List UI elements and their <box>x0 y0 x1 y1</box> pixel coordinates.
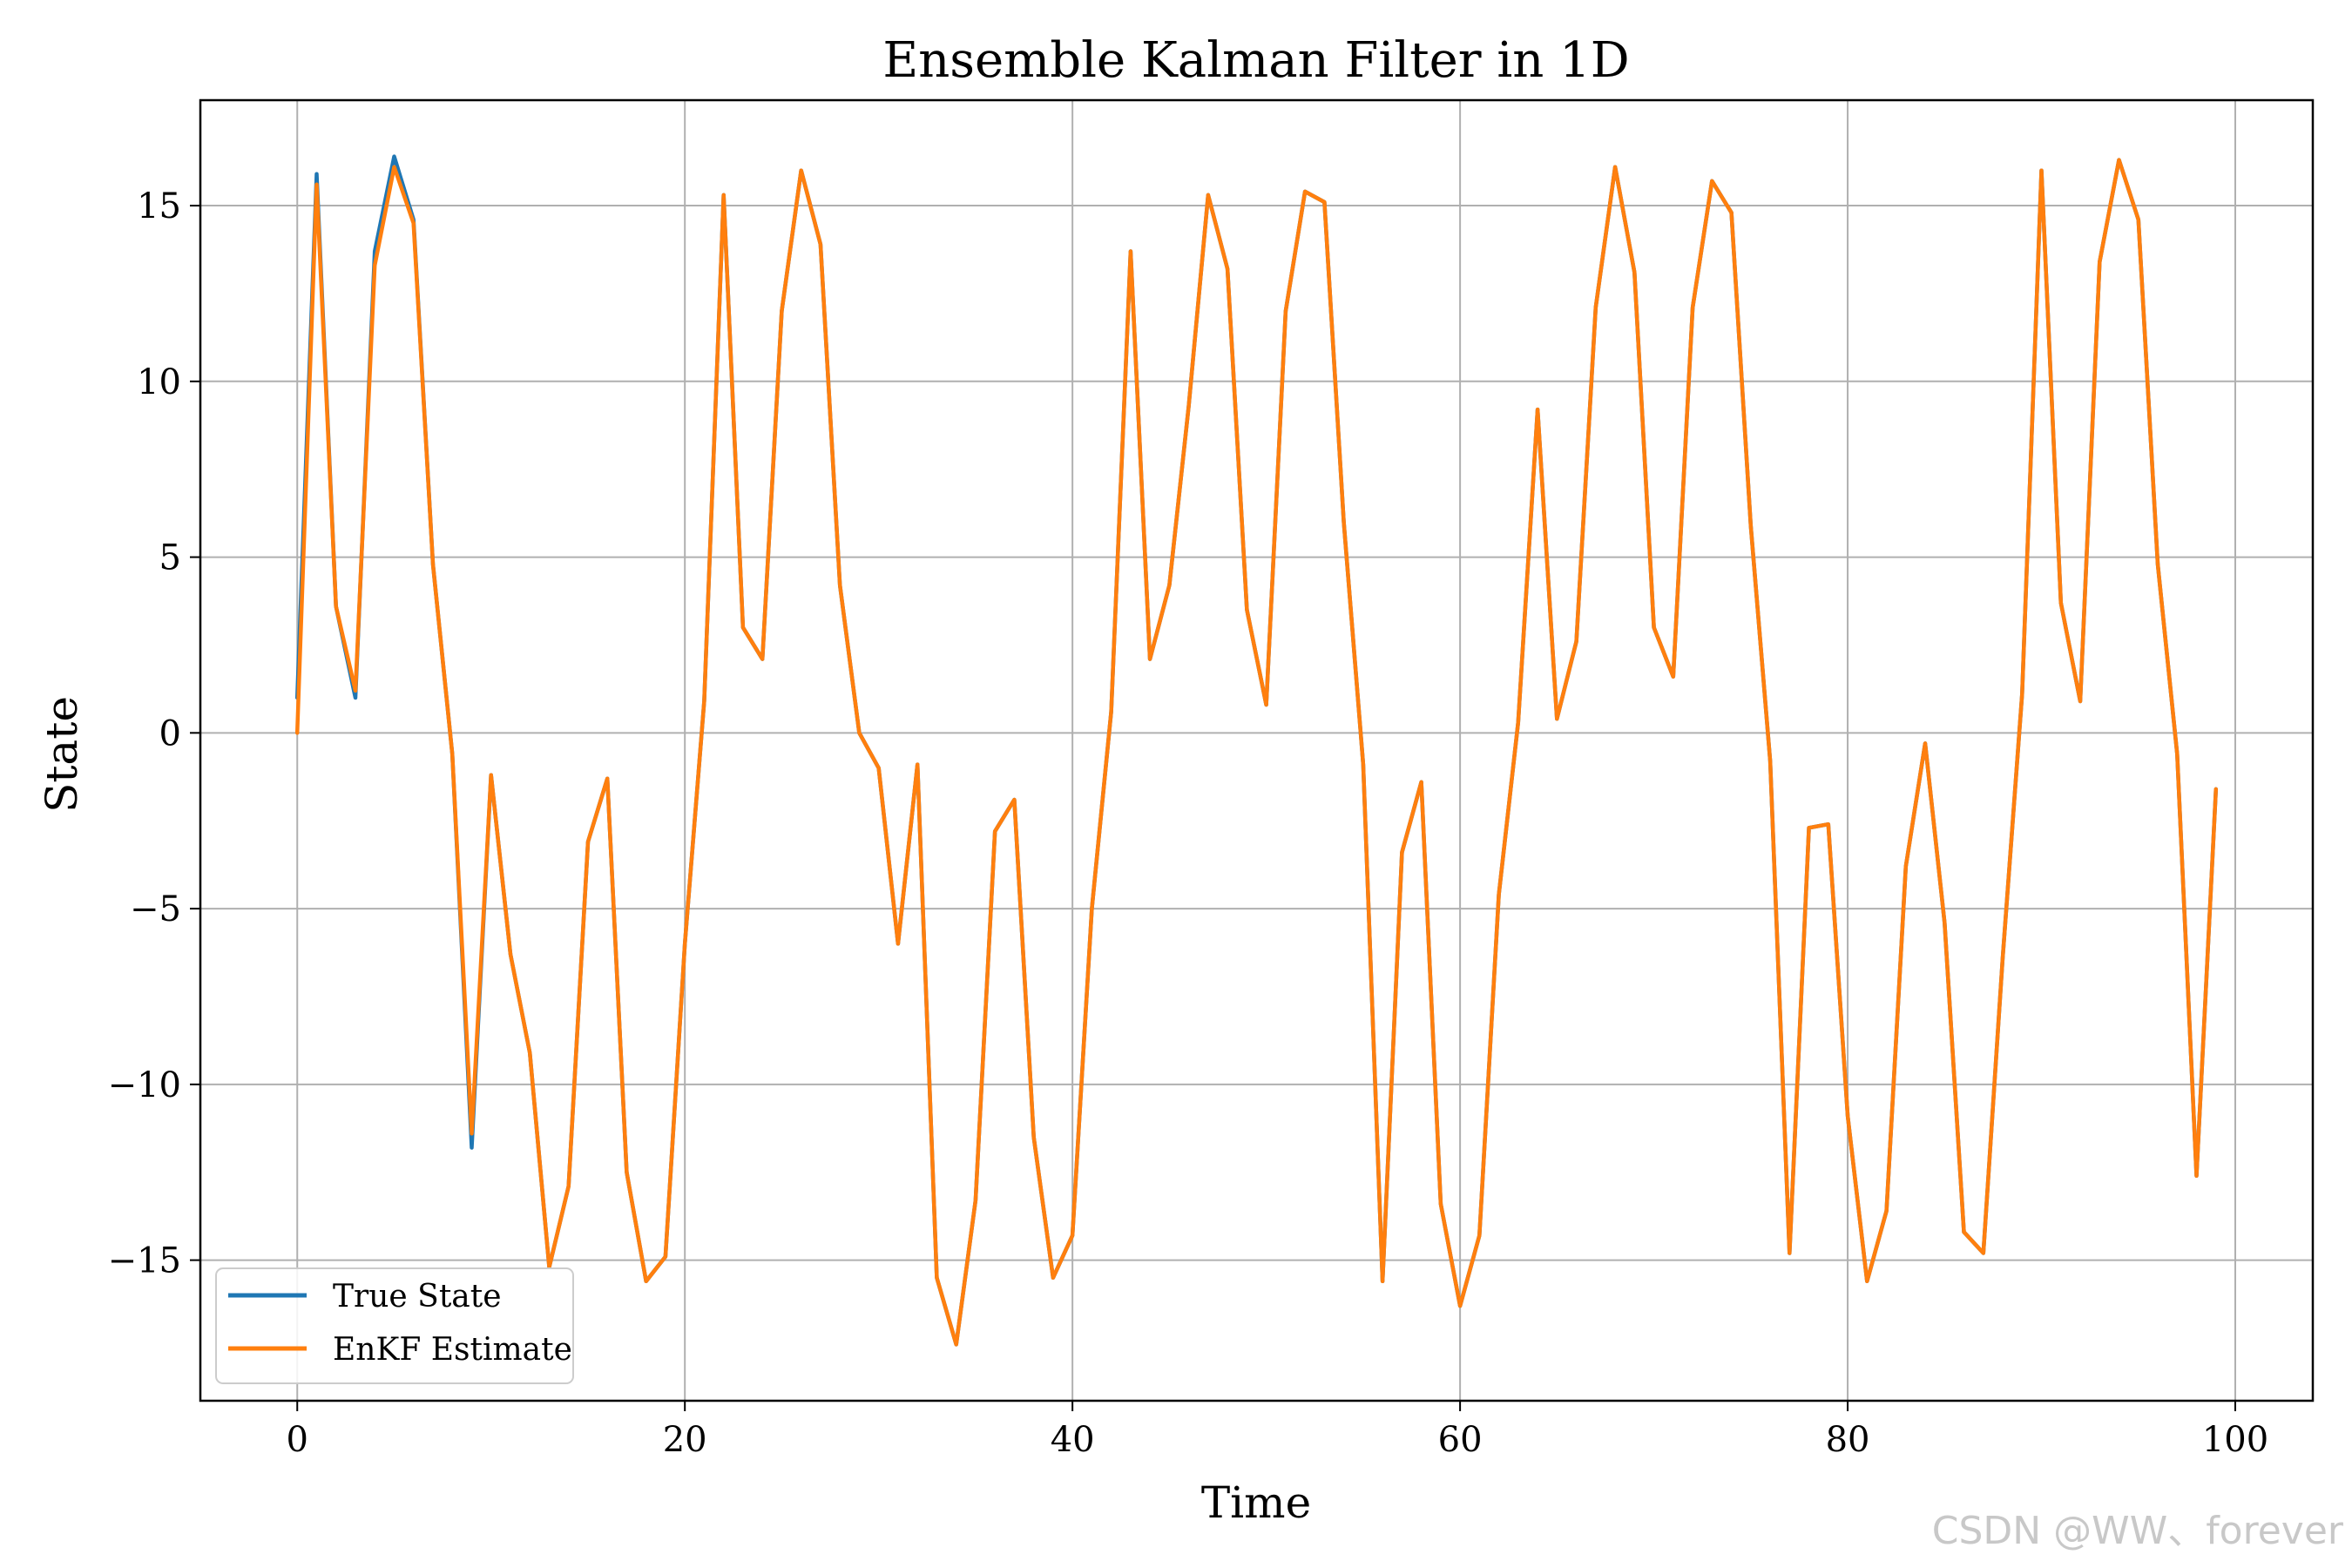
plot-frame <box>199 98 2315 1402</box>
x-axis-label: Time <box>1201 1477 1311 1528</box>
grid <box>200 100 2313 1401</box>
y-tick-label-6: 15 <box>137 186 181 226</box>
legend-label-enkf-estimate: EnKF Estimate <box>333 1332 572 1368</box>
x-tick-label-3: 60 <box>1438 1420 1483 1460</box>
y-tick-label-4: 5 <box>159 538 181 578</box>
y-tick-label-5: 10 <box>137 362 181 402</box>
x-tick-label-5: 100 <box>2202 1420 2268 1460</box>
x-tick-label-0: 0 <box>287 1420 308 1460</box>
legend-label-true-state: True State <box>333 1279 502 1315</box>
x-axis: 0 20 40 60 80 100 <box>287 1401 2268 1460</box>
series-line-enkf-estimate <box>294 158 2219 1347</box>
series-layer <box>294 154 2219 1347</box>
y-axis-label: State <box>37 696 87 813</box>
y-axis: −15 −10 −5 0 5 10 15 <box>108 186 200 1281</box>
y-tick-label-1: −10 <box>108 1065 181 1105</box>
x-tick-label-1: 20 <box>663 1420 707 1460</box>
legend: True State EnKF Estimate <box>215 1267 574 1384</box>
y-tick-label-2: −5 <box>130 889 181 929</box>
y-tick-label-3: 0 <box>159 713 181 754</box>
chart-title: Ensemble Kalman Filter in 1D <box>882 32 1629 89</box>
watermark: CSDN @WW、forever <box>1932 1509 2344 1553</box>
x-tick-label-4: 80 <box>1826 1420 1870 1460</box>
x-tick-label-2: 40 <box>1051 1420 1095 1460</box>
y-tick-label-0: −15 <box>108 1241 181 1281</box>
